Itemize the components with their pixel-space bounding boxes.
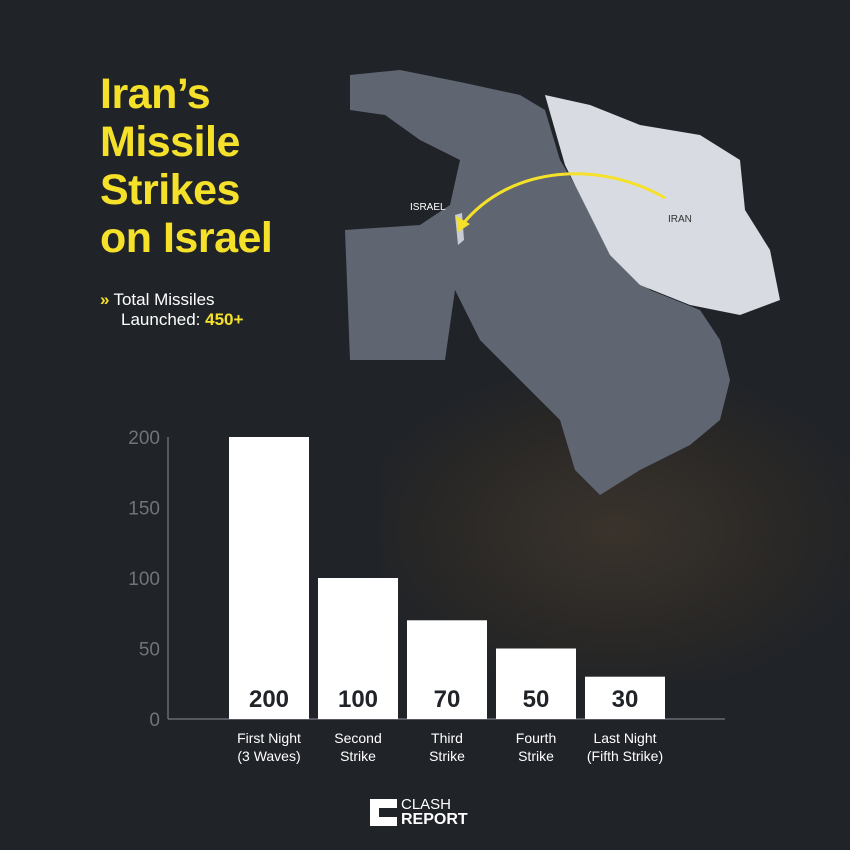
bar	[585, 676, 665, 719]
y-tick-label: 100	[128, 569, 160, 590]
bar-value-label: 50	[523, 686, 550, 713]
arrow-head-icon	[456, 216, 470, 232]
x-tick-label: Second	[334, 730, 381, 746]
y-tick-label: 0	[149, 710, 160, 731]
bar-value-label: 30	[612, 686, 639, 713]
bar-value-label: 200	[249, 686, 289, 713]
x-tick-label: Third	[431, 730, 463, 746]
bar	[496, 648, 576, 719]
map-region-iran	[545, 95, 780, 315]
y-tick-label: 50	[139, 640, 160, 661]
clash-report-logo: CLASH REPORT	[370, 797, 468, 828]
logo-mark-icon	[370, 799, 397, 826]
attack-arrow	[460, 172, 666, 226]
bar	[407, 620, 487, 719]
total-value: 450+	[205, 310, 244, 329]
bar-value-label: 70	[434, 686, 461, 713]
x-tick-label: Fourth	[516, 730, 556, 746]
map-label-iran: IRAN	[668, 214, 692, 225]
bar	[318, 578, 398, 719]
map-region-west	[345, 70, 730, 495]
y-tick-label: 200	[128, 428, 160, 449]
x-tick-label: Strike	[429, 748, 465, 764]
map-label-israel: ISRAEL	[410, 202, 446, 213]
total-missiles: » Total Missiles Launched: 450+	[100, 290, 244, 329]
x-tick-label: First Night	[237, 730, 301, 746]
x-tick-label: (Fifth Strike)	[587, 748, 663, 764]
bar	[229, 437, 309, 719]
bar-value-label: 100	[338, 686, 378, 713]
x-tick-label: (3 Waves)	[237, 748, 300, 764]
double-chevron-right-icon: »	[100, 290, 110, 309]
x-tick-label: Strike	[340, 748, 376, 764]
y-tick-label: 150	[128, 499, 160, 520]
page-title: Iran’s Missile Strikes on Israel	[100, 70, 273, 262]
x-tick-label: Strike	[518, 748, 554, 764]
x-tick-label: Last Night	[593, 730, 656, 746]
